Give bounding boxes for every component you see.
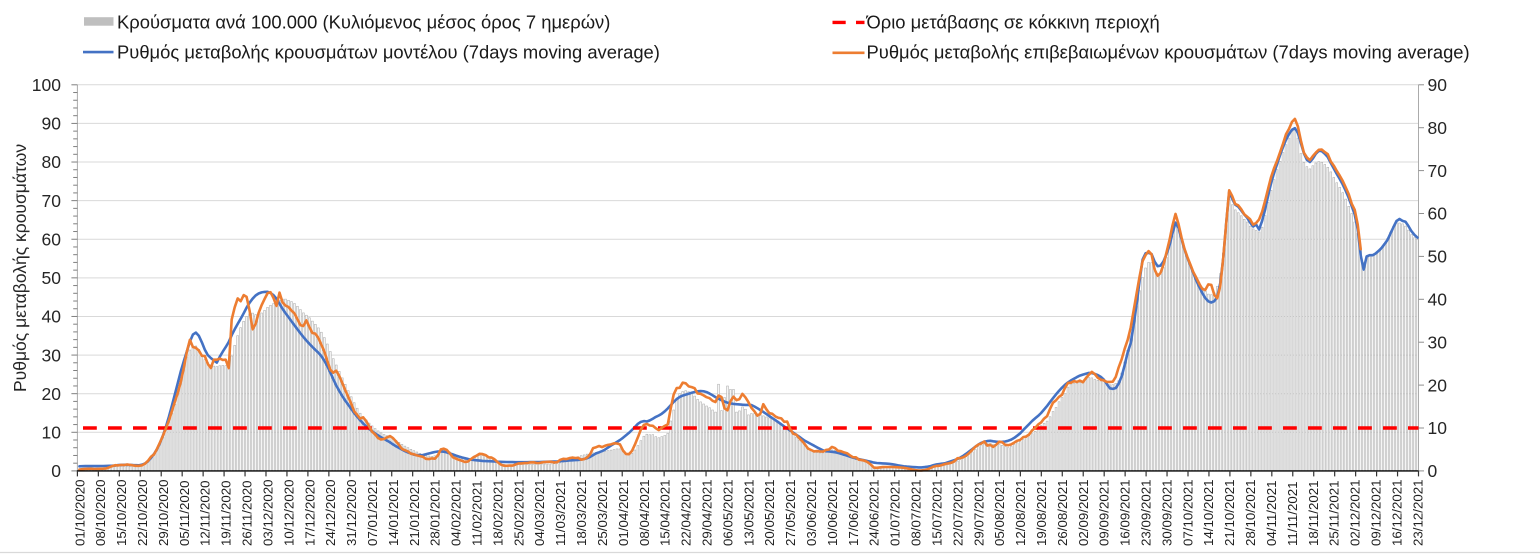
svg-text:08/07/2021: 08/07/2021	[909, 479, 924, 546]
svg-text:28/10/2021: 28/10/2021	[1243, 479, 1258, 546]
svg-text:05/08/2021: 05/08/2021	[992, 479, 1007, 546]
svg-text:30: 30	[42, 345, 62, 365]
svg-text:80: 80	[1428, 118, 1448, 138]
svg-text:16/09/2021: 16/09/2021	[1118, 479, 1133, 546]
svg-text:04/11/2021: 04/11/2021	[1264, 480, 1279, 546]
svg-text:03/06/2021: 03/06/2021	[804, 479, 819, 546]
svg-text:29/04/2021: 29/04/2021	[700, 479, 715, 546]
svg-text:09/09/2021: 09/09/2021	[1097, 479, 1112, 546]
svg-text:28/01/2021: 28/01/2021	[428, 479, 443, 546]
svg-text:70: 70	[42, 191, 62, 211]
svg-text:90: 90	[42, 114, 62, 134]
svg-text:Ρυθμός μεταβολής κρουσμάτων: Ρυθμός μεταβολής κρουσμάτων	[10, 144, 30, 392]
svg-text:50: 50	[42, 268, 62, 288]
svg-text:18/02/2021: 18/02/2021	[490, 479, 505, 546]
svg-text:13/05/2021: 13/05/2021	[741, 479, 756, 546]
svg-text:0: 0	[1428, 461, 1438, 481]
svg-text:100: 100	[32, 75, 61, 95]
svg-text:Ρυθμός μεταβολής κρουσμάτων μο: Ρυθμός μεταβολής κρουσμάτων μοντέλου (7d…	[117, 42, 660, 63]
svg-text:15/04/2021: 15/04/2021	[658, 479, 673, 546]
svg-text:08/04/2021: 08/04/2021	[637, 479, 652, 546]
svg-text:11/02/2021: 11/02/2021	[470, 480, 485, 546]
svg-text:18/11/2021: 18/11/2021	[1306, 480, 1321, 546]
svg-text:23/12/2021: 23/12/2021	[1410, 479, 1425, 546]
svg-text:20: 20	[42, 384, 62, 404]
svg-text:17/12/2020: 17/12/2020	[302, 479, 317, 546]
svg-text:21/01/2021: 21/01/2021	[407, 479, 422, 546]
svg-text:10/06/2021: 10/06/2021	[825, 479, 840, 546]
svg-text:18/03/2021: 18/03/2021	[574, 479, 589, 546]
svg-text:Ρυθμός μεταβολής επιβεβαιωμένω: Ρυθμός μεταβολής επιβεβαιωμένων κρουσμάτ…	[867, 42, 1470, 63]
svg-text:40: 40	[1428, 290, 1448, 310]
svg-text:01/07/2021: 01/07/2021	[888, 479, 903, 546]
svg-text:30: 30	[1428, 332, 1448, 352]
svg-text:12/08/2021: 12/08/2021	[1013, 479, 1028, 546]
svg-text:60: 60	[42, 229, 62, 249]
svg-text:Κρούσματα ανά 100.000 (Κυλιόμε: Κρούσματα ανά 100.000 (Κυλιόμενος μέσος …	[117, 12, 610, 33]
svg-text:40: 40	[42, 307, 62, 327]
svg-text:09/12/2021: 09/12/2021	[1369, 479, 1384, 546]
svg-text:30/09/2021: 30/09/2021	[1159, 479, 1174, 546]
svg-text:90: 90	[1428, 75, 1448, 95]
svg-text:01/04/2021: 01/04/2021	[616, 479, 631, 546]
svg-text:14/10/2021: 14/10/2021	[1201, 479, 1216, 546]
svg-text:19/08/2021: 19/08/2021	[1034, 479, 1049, 546]
svg-text:24/12/2020: 24/12/2020	[323, 479, 338, 546]
svg-text:10: 10	[1428, 418, 1448, 438]
svg-text:03/12/2020: 03/12/2020	[261, 479, 276, 546]
svg-text:02/09/2021: 02/09/2021	[1076, 479, 1091, 546]
svg-text:20/05/2021: 20/05/2021	[762, 479, 777, 546]
svg-text:Όριο μετάβασης σε κόκκινη περι: Όριο μετάβασης σε κόκκινη περιοχή	[866, 12, 1160, 33]
svg-text:70: 70	[1428, 161, 1448, 181]
svg-text:23/09/2021: 23/09/2021	[1139, 479, 1154, 546]
svg-text:02/12/2021: 02/12/2021	[1348, 479, 1363, 546]
svg-text:21/10/2021: 21/10/2021	[1222, 479, 1237, 546]
svg-text:25/02/2021: 25/02/2021	[511, 479, 526, 546]
svg-text:04/03/2021: 04/03/2021	[532, 479, 547, 546]
svg-text:25/11/2021: 25/11/2021	[1327, 480, 1342, 546]
svg-text:07/01/2021: 07/01/2021	[365, 479, 380, 546]
svg-text:29/07/2021: 29/07/2021	[971, 479, 986, 546]
svg-text:12/11/2020: 12/11/2020	[198, 480, 213, 546]
svg-text:20: 20	[1428, 375, 1448, 395]
svg-text:50: 50	[1428, 247, 1448, 267]
svg-text:11/03/2021: 11/03/2021	[553, 480, 568, 546]
svg-text:06/05/2021: 06/05/2021	[720, 479, 735, 546]
svg-text:29/10/2020: 29/10/2020	[156, 479, 171, 546]
svg-text:10: 10	[42, 423, 62, 443]
svg-text:08/10/2020: 08/10/2020	[93, 479, 108, 546]
svg-text:11/11/2021: 11/11/2021	[1285, 481, 1300, 546]
svg-text:15/10/2020: 15/10/2020	[114, 479, 129, 546]
svg-text:22/04/2021: 22/04/2021	[679, 479, 694, 546]
svg-text:19/11/2020: 19/11/2020	[219, 480, 234, 546]
svg-text:04/02/2021: 04/02/2021	[449, 479, 464, 546]
svg-text:31/12/2020: 31/12/2020	[344, 479, 359, 546]
svg-text:24/06/2021: 24/06/2021	[867, 479, 882, 546]
svg-text:01/10/2020: 01/10/2020	[72, 479, 87, 546]
svg-text:27/05/2021: 27/05/2021	[783, 479, 798, 546]
svg-text:22/10/2020: 22/10/2020	[135, 479, 150, 546]
svg-text:05/11/2020: 05/11/2020	[177, 480, 192, 546]
svg-text:0: 0	[51, 461, 61, 481]
svg-text:26/11/2020: 26/11/2020	[240, 480, 255, 546]
svg-text:25/03/2021: 25/03/2021	[595, 479, 610, 546]
svg-text:14/01/2021: 14/01/2021	[386, 479, 401, 546]
svg-text:60: 60	[1428, 204, 1448, 224]
svg-text:10/12/2020: 10/12/2020	[281, 479, 296, 546]
svg-text:15/07/2021: 15/07/2021	[929, 479, 944, 546]
svg-text:80: 80	[42, 152, 62, 172]
svg-text:22/07/2021: 22/07/2021	[950, 479, 965, 546]
svg-text:16/12/2021: 16/12/2021	[1389, 479, 1404, 546]
svg-text:07/10/2021: 07/10/2021	[1180, 479, 1195, 546]
svg-text:26/08/2021: 26/08/2021	[1055, 479, 1070, 546]
svg-text:17/06/2021: 17/06/2021	[846, 479, 861, 546]
